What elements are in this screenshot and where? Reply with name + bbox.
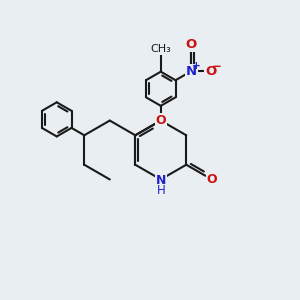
Text: O: O <box>155 114 166 127</box>
Text: O: O <box>186 38 197 51</box>
Text: N: N <box>156 174 166 188</box>
Text: O: O <box>206 173 217 186</box>
Text: CH₃: CH₃ <box>150 44 171 54</box>
Text: H: H <box>156 184 165 197</box>
Text: +: + <box>192 61 200 71</box>
Text: O: O <box>205 64 216 78</box>
Text: N: N <box>186 64 197 78</box>
Text: −: − <box>212 60 222 73</box>
